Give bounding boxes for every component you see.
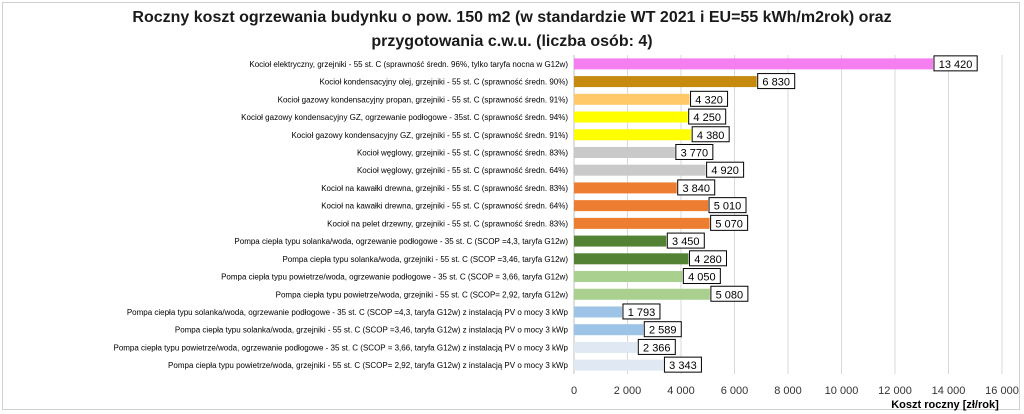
data-label: 5 070 xyxy=(715,218,743,230)
x-tick-label: 12 000 xyxy=(878,385,912,397)
bar xyxy=(574,288,710,300)
x-axis-title: Koszt roczny [zł/rok] xyxy=(891,399,999,411)
bar xyxy=(574,217,710,229)
data-label-box xyxy=(691,126,730,143)
category-label: Kocioł na kawałki drewna, grzejniki - 55… xyxy=(321,202,568,211)
x-tick-label: 6 000 xyxy=(721,385,749,397)
data-label-box xyxy=(688,108,727,125)
category-label: Kocioł na kawałki drewna, grzejniki - 55… xyxy=(321,184,568,193)
x-tick-label: 8 000 xyxy=(774,385,802,397)
category-label: Pompa ciepła typu powietrze/woda, grzejn… xyxy=(276,290,569,299)
data-label-box xyxy=(933,55,978,72)
category-label: Pompa ciepła typu powietrze/woda, grzejn… xyxy=(168,361,568,370)
data-label: 2 589 xyxy=(649,325,677,337)
bar xyxy=(574,58,933,70)
bar xyxy=(574,111,688,123)
bar xyxy=(574,146,675,158)
bar xyxy=(574,164,706,176)
data-label-box xyxy=(643,321,682,338)
category-label: Kocioł elektryczny, grzejniki - 55 st. C… xyxy=(249,60,568,69)
data-label: 4 050 xyxy=(688,272,716,284)
data-label-box xyxy=(622,303,661,320)
category-label: Pompa ciepła typu solanka/woda, grzejnik… xyxy=(282,255,568,264)
data-label-box xyxy=(682,268,721,285)
category-label: Pompa ciepła typu solanka/woda, ogrzewan… xyxy=(127,308,569,317)
category-label: Kocioł na pelet drzewny, grzejniki - 55 … xyxy=(327,219,568,228)
data-label-box xyxy=(663,356,702,373)
data-label: 4 250 xyxy=(693,112,721,124)
data-label-box xyxy=(708,197,747,214)
x-tick-label: 16 000 xyxy=(985,385,1019,397)
data-label-box xyxy=(688,250,727,267)
bar xyxy=(574,306,622,318)
data-label-box xyxy=(675,143,714,160)
data-label-box xyxy=(710,214,749,231)
data-label: 4 320 xyxy=(695,94,723,106)
data-label: 3 770 xyxy=(681,147,709,159)
x-tick-label: 4 000 xyxy=(667,385,695,397)
data-label-box xyxy=(690,90,729,107)
bar xyxy=(574,129,692,141)
data-label: 4 280 xyxy=(694,254,722,266)
bar xyxy=(574,182,677,194)
data-label: 3 343 xyxy=(669,360,697,372)
bar xyxy=(574,253,689,265)
category-label: Pompa ciepła typu solanka/woda, grzejnik… xyxy=(175,326,569,335)
data-label: 13 420 xyxy=(939,59,973,71)
chart-title-line-2: przygotowania c.w.u. (liczba osób: 4) xyxy=(371,33,653,50)
data-label-box xyxy=(710,285,749,302)
data-label-box xyxy=(757,73,796,90)
bar xyxy=(574,76,757,88)
x-tick-label: 0 xyxy=(571,385,577,397)
category-label: Kocioł gazowy kondensacyjny propan, grze… xyxy=(278,95,569,104)
category-label: Kocioł kondensacyjny olej, grzejniki - 5… xyxy=(319,78,568,87)
data-label-box xyxy=(677,179,716,196)
x-tick-label: 14 000 xyxy=(932,385,966,397)
data-label: 6 830 xyxy=(762,77,790,89)
data-label-box xyxy=(637,338,676,355)
data-label: 3 450 xyxy=(672,236,700,248)
bar xyxy=(574,324,644,336)
category-label: Pompa ciepła typu powietrze/woda, ogrzew… xyxy=(221,273,568,282)
data-label: 5 080 xyxy=(716,289,744,301)
x-tick-label: 10 000 xyxy=(825,385,859,397)
category-label: Pompa ciepła typu solanka/woda, ogrzewan… xyxy=(234,237,568,246)
bar xyxy=(574,341,638,353)
bar xyxy=(574,235,667,247)
data-label: 4 380 xyxy=(697,130,725,142)
bar xyxy=(574,93,690,105)
chart-frame xyxy=(2,2,1020,410)
category-label: Kocioł gazowy kondensacyjny GZ, ogrzewan… xyxy=(241,113,568,122)
chart-title-line-1: Roczny koszt ogrzewania budynku o pow. 1… xyxy=(132,9,892,26)
x-tick-label: 2 000 xyxy=(614,385,642,397)
data-label: 4 920 xyxy=(711,165,739,177)
bar xyxy=(574,200,709,212)
data-label-box xyxy=(706,161,745,178)
data-label: 3 840 xyxy=(682,183,710,195)
category-label: Kocioł gazowy kondensacyjny GZ, grzejnik… xyxy=(291,131,568,140)
data-label-box xyxy=(666,232,705,249)
category-label: Kocioł węglowy, grzejniki - 55 st. C (sp… xyxy=(357,148,568,157)
data-label: 5 010 xyxy=(714,201,742,213)
category-label: Kocioł węglowy, grzejniki - 55 st. C (sp… xyxy=(357,166,568,175)
bar xyxy=(574,359,664,371)
data-label: 2 366 xyxy=(643,342,671,354)
category-label: Pompa ciepła typu powietrze/woda, ogrzew… xyxy=(113,343,568,352)
bar xyxy=(574,271,683,283)
data-label: 1 793 xyxy=(628,307,656,319)
